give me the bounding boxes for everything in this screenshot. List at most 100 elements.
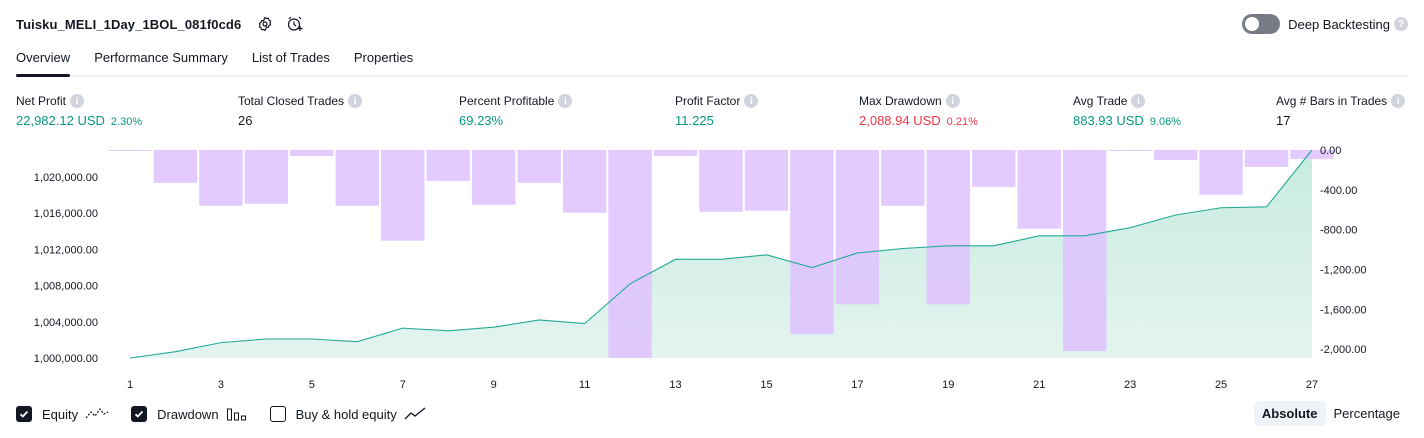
metric-label: Max Drawdown — [859, 94, 942, 108]
drawdown-bar — [471, 150, 516, 205]
right-axis-tick-label: -1,200.00 — [1320, 264, 1366, 276]
drawdown-bar — [1108, 150, 1152, 151]
metric-label: Avg # Bars in Trades — [1276, 94, 1388, 108]
left-axis-tick-label: 1,020,000.00 — [34, 172, 98, 184]
info-icon[interactable]: i — [945, 94, 960, 108]
metric-avg-trade: Avg Trade i 883.93 USD 9.06% — [1073, 93, 1181, 128]
metric-label: Total Closed Trades — [238, 94, 345, 108]
drawdown-bar — [881, 150, 925, 206]
legend-equity[interactable]: Equity — [16, 406, 109, 422]
legend-label: Buy & hold equity — [295, 406, 397, 422]
x-axis-tick-label: 25 — [1215, 379, 1227, 391]
right-axis-tick-label: 0.00 — [1320, 145, 1341, 157]
metric-profit-factor: Profit Factor i 11.225 — [675, 93, 759, 128]
x-axis-tick-label: 7 — [400, 379, 406, 391]
x-axis-tick-label: 1 — [127, 379, 133, 391]
info-icon[interactable]: i — [744, 94, 759, 108]
absolute-button[interactable]: Absolute — [1253, 401, 1326, 426]
info-icon[interactable]: i — [70, 94, 85, 108]
drawdown-bar — [381, 150, 425, 241]
drawdown-bar — [790, 150, 834, 335]
metric-avg-bars: Avg # Bars in Trades i 17 — [1276, 93, 1406, 128]
drawdown-bar — [835, 150, 880, 305]
info-icon[interactable]: i — [1131, 94, 1146, 108]
drawdown-bar — [972, 150, 1016, 187]
x-axis-tick-label: 3 — [218, 379, 224, 391]
settings-gear-icon[interactable] — [255, 14, 275, 34]
tab-properties[interactable]: Properties — [353, 50, 414, 65]
metric-value: 69.23% — [459, 113, 504, 128]
legend-label: Drawdown — [157, 406, 219, 422]
help-icon[interactable]: ? — [1394, 17, 1408, 31]
x-axis-tick-label: 27 — [1306, 379, 1318, 391]
x-axis-tick-label: 21 — [1033, 379, 1045, 391]
drawdown-bar — [926, 150, 971, 305]
percentage-button[interactable]: Percentage — [1333, 406, 1401, 421]
checkbox-checked-icon[interactable] — [131, 406, 148, 422]
metric-net-profit: Net Profit i 22,982.12 USD 2.30% — [16, 93, 142, 128]
equity-line — [129, 149, 1313, 359]
drawdown-bar — [244, 150, 289, 204]
x-axis-tick-label: 11 — [579, 379, 590, 391]
drawdown-bar — [199, 150, 243, 206]
right-axis-tick-label: -2,000.00 — [1320, 344, 1366, 356]
info-icon[interactable]: i — [558, 94, 573, 108]
x-axis-tick-label: 23 — [1124, 379, 1136, 391]
drawdown-bar — [744, 150, 789, 211]
report-tabs: Overview Performance Summary List of Tra… — [16, 48, 1408, 77]
drawdown-bar — [608, 150, 652, 358]
metric-percent: 9.06% — [1149, 116, 1182, 128]
metric-label: Profit Factor — [675, 94, 741, 108]
deep-backtesting-toggle[interactable] — [1242, 14, 1281, 34]
tab-overview[interactable]: Overview — [16, 48, 71, 77]
x-axis-tick-label: 13 — [669, 379, 681, 391]
drawdown-bar — [1290, 150, 1334, 159]
tab-list-of-trades[interactable]: List of Trades — [251, 50, 330, 65]
info-icon[interactable]: i — [1391, 94, 1406, 108]
drawdown-bar — [290, 150, 334, 156]
strategy-title: Tuisku_MELI_1Day_1BOL_081f0cd6 — [16, 16, 242, 32]
add-alert-clock-icon[interactable] — [285, 14, 305, 34]
drawdown-bar — [153, 150, 198, 183]
legend-label: Equity — [42, 406, 79, 422]
left-axis-tick-label: 1,016,000.00 — [34, 208, 98, 220]
metric-value: 26 — [238, 113, 253, 128]
deep-backtesting-label: Deep Backtesting — [1288, 16, 1390, 32]
drawdown-bar — [1199, 150, 1243, 195]
metric-value: 17 — [1276, 113, 1291, 128]
left-axis-tick-label: 1,008,000.00 — [34, 281, 98, 293]
metric-percent: 2.30% — [110, 116, 143, 128]
checkbox-checked-icon[interactable] — [16, 406, 32, 422]
drawdown-bar — [653, 150, 698, 156]
x-axis-tick-label: 19 — [942, 379, 954, 391]
drawdown-bar — [1062, 150, 1107, 352]
metric-max-drawdown: Max Drawdown i 2,088.94 USD 0.21% — [859, 93, 978, 128]
drawdown-bar — [1017, 150, 1061, 229]
metric-label: Avg Trade — [1073, 94, 1128, 108]
legend-buy-hold-equity[interactable]: Buy & hold equity — [269, 406, 428, 422]
metric-percent-profitable: Percent Profitable i 69.23% — [459, 93, 573, 128]
left-axis-tick-label: 1,004,000.00 — [34, 317, 98, 329]
left-axis-tick-label: 1,012,000.00 — [34, 244, 98, 256]
right-axis-tick-label: -400.00 — [1320, 185, 1357, 197]
drawdown-bar — [517, 150, 561, 183]
buy-hold-line-icon — [404, 407, 428, 421]
chart-legend: Equity Drawdown Buy & hold equity — [16, 403, 450, 425]
drawdown-bars-icon — [226, 407, 248, 421]
x-axis-tick-label: 5 — [309, 379, 315, 391]
info-icon[interactable]: i — [348, 94, 363, 108]
metric-label: Net Profit — [16, 94, 67, 108]
tab-performance-summary[interactable]: Performance Summary — [94, 50, 228, 65]
metric-value: 22,982.12 USD — [16, 113, 105, 128]
checkbox-unchecked-icon[interactable] — [269, 406, 286, 422]
x-axis-tick-label: 9 — [491, 379, 497, 391]
metric-value: 11.225 — [675, 113, 714, 128]
equity-area — [130, 150, 1312, 358]
drawdown-bar — [335, 150, 380, 206]
drawdown-bar — [108, 150, 152, 151]
legend-drawdown[interactable]: Drawdown — [131, 406, 247, 422]
right-axis-tick-label: -800.00 — [1320, 225, 1357, 237]
drawdown-bar — [426, 150, 470, 181]
metric-label: Percent Profitable — [459, 94, 555, 108]
